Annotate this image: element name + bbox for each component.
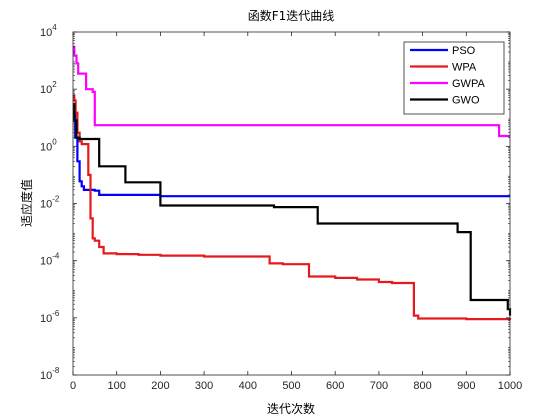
y-tick-exponent: -4 bbox=[52, 252, 60, 261]
x-tick-label: 400 bbox=[239, 380, 257, 392]
series-line-wpa bbox=[73, 94, 512, 321]
y-tick-base: 10 bbox=[40, 256, 52, 268]
y-tick-label: 100 bbox=[40, 137, 57, 153]
x-tick-label: 900 bbox=[457, 380, 475, 392]
legend-label-wpa: WPA bbox=[452, 62, 477, 74]
legend-box bbox=[403, 41, 505, 115]
y-tick-exponent: -2 bbox=[52, 195, 60, 204]
series-layer bbox=[73, 45, 512, 321]
x-ticks: 0 100 200 300 400 500 600 700 800 900 1000 bbox=[70, 32, 522, 392]
y-tick-base: 10 bbox=[40, 313, 52, 325]
series-line-gwpa bbox=[73, 45, 510, 138]
x-tick-label: 100 bbox=[108, 380, 126, 392]
y-tick-label: 10-4 bbox=[40, 252, 60, 268]
y-tick-exponent: -6 bbox=[52, 309, 60, 318]
y-tick-base: 10 bbox=[40, 370, 52, 382]
x-tick-label: 200 bbox=[151, 380, 169, 392]
y-tick-exponent: 4 bbox=[52, 23, 57, 32]
legend: PSO WPA GWPA GWO bbox=[403, 41, 505, 115]
x-tick-label: 700 bbox=[370, 380, 388, 392]
y-axis-label: 适应度值 bbox=[19, 179, 34, 227]
y-tick-label: 10-8 bbox=[40, 366, 60, 382]
y-tick-label: 102 bbox=[40, 80, 57, 96]
y-tick-base: 10 bbox=[40, 27, 52, 39]
x-tick-label: 800 bbox=[413, 380, 431, 392]
x-tick-label: 0 bbox=[70, 380, 76, 392]
y-tick-base: 10 bbox=[40, 84, 52, 96]
x-tick-label: 300 bbox=[195, 380, 213, 392]
x-tick-label: 600 bbox=[326, 380, 344, 392]
y-tick-label: 10-2 bbox=[40, 195, 60, 211]
y-tick-exponent: -8 bbox=[52, 366, 60, 375]
y-tick-exponent: 0 bbox=[52, 137, 57, 146]
y-tick-label: 104 bbox=[40, 23, 57, 39]
y-tick-exponent: 2 bbox=[52, 80, 57, 89]
x-tick-label: 1000 bbox=[498, 380, 522, 392]
y-tick-base: 10 bbox=[40, 199, 52, 211]
legend-label-gwo: GWO bbox=[452, 95, 480, 107]
legend-label-pso: PSO bbox=[452, 45, 476, 57]
legend-label-gwpa: GWPA bbox=[452, 78, 485, 90]
x-axis-label: 迭代次数 bbox=[267, 401, 315, 416]
y-tick-label: 10-6 bbox=[40, 309, 60, 325]
y-tick-base: 10 bbox=[40, 141, 52, 153]
chart-title: 函数F1迭代曲线 bbox=[248, 8, 335, 23]
series-line-gwo bbox=[73, 103, 512, 316]
x-tick-label: 500 bbox=[282, 380, 300, 392]
